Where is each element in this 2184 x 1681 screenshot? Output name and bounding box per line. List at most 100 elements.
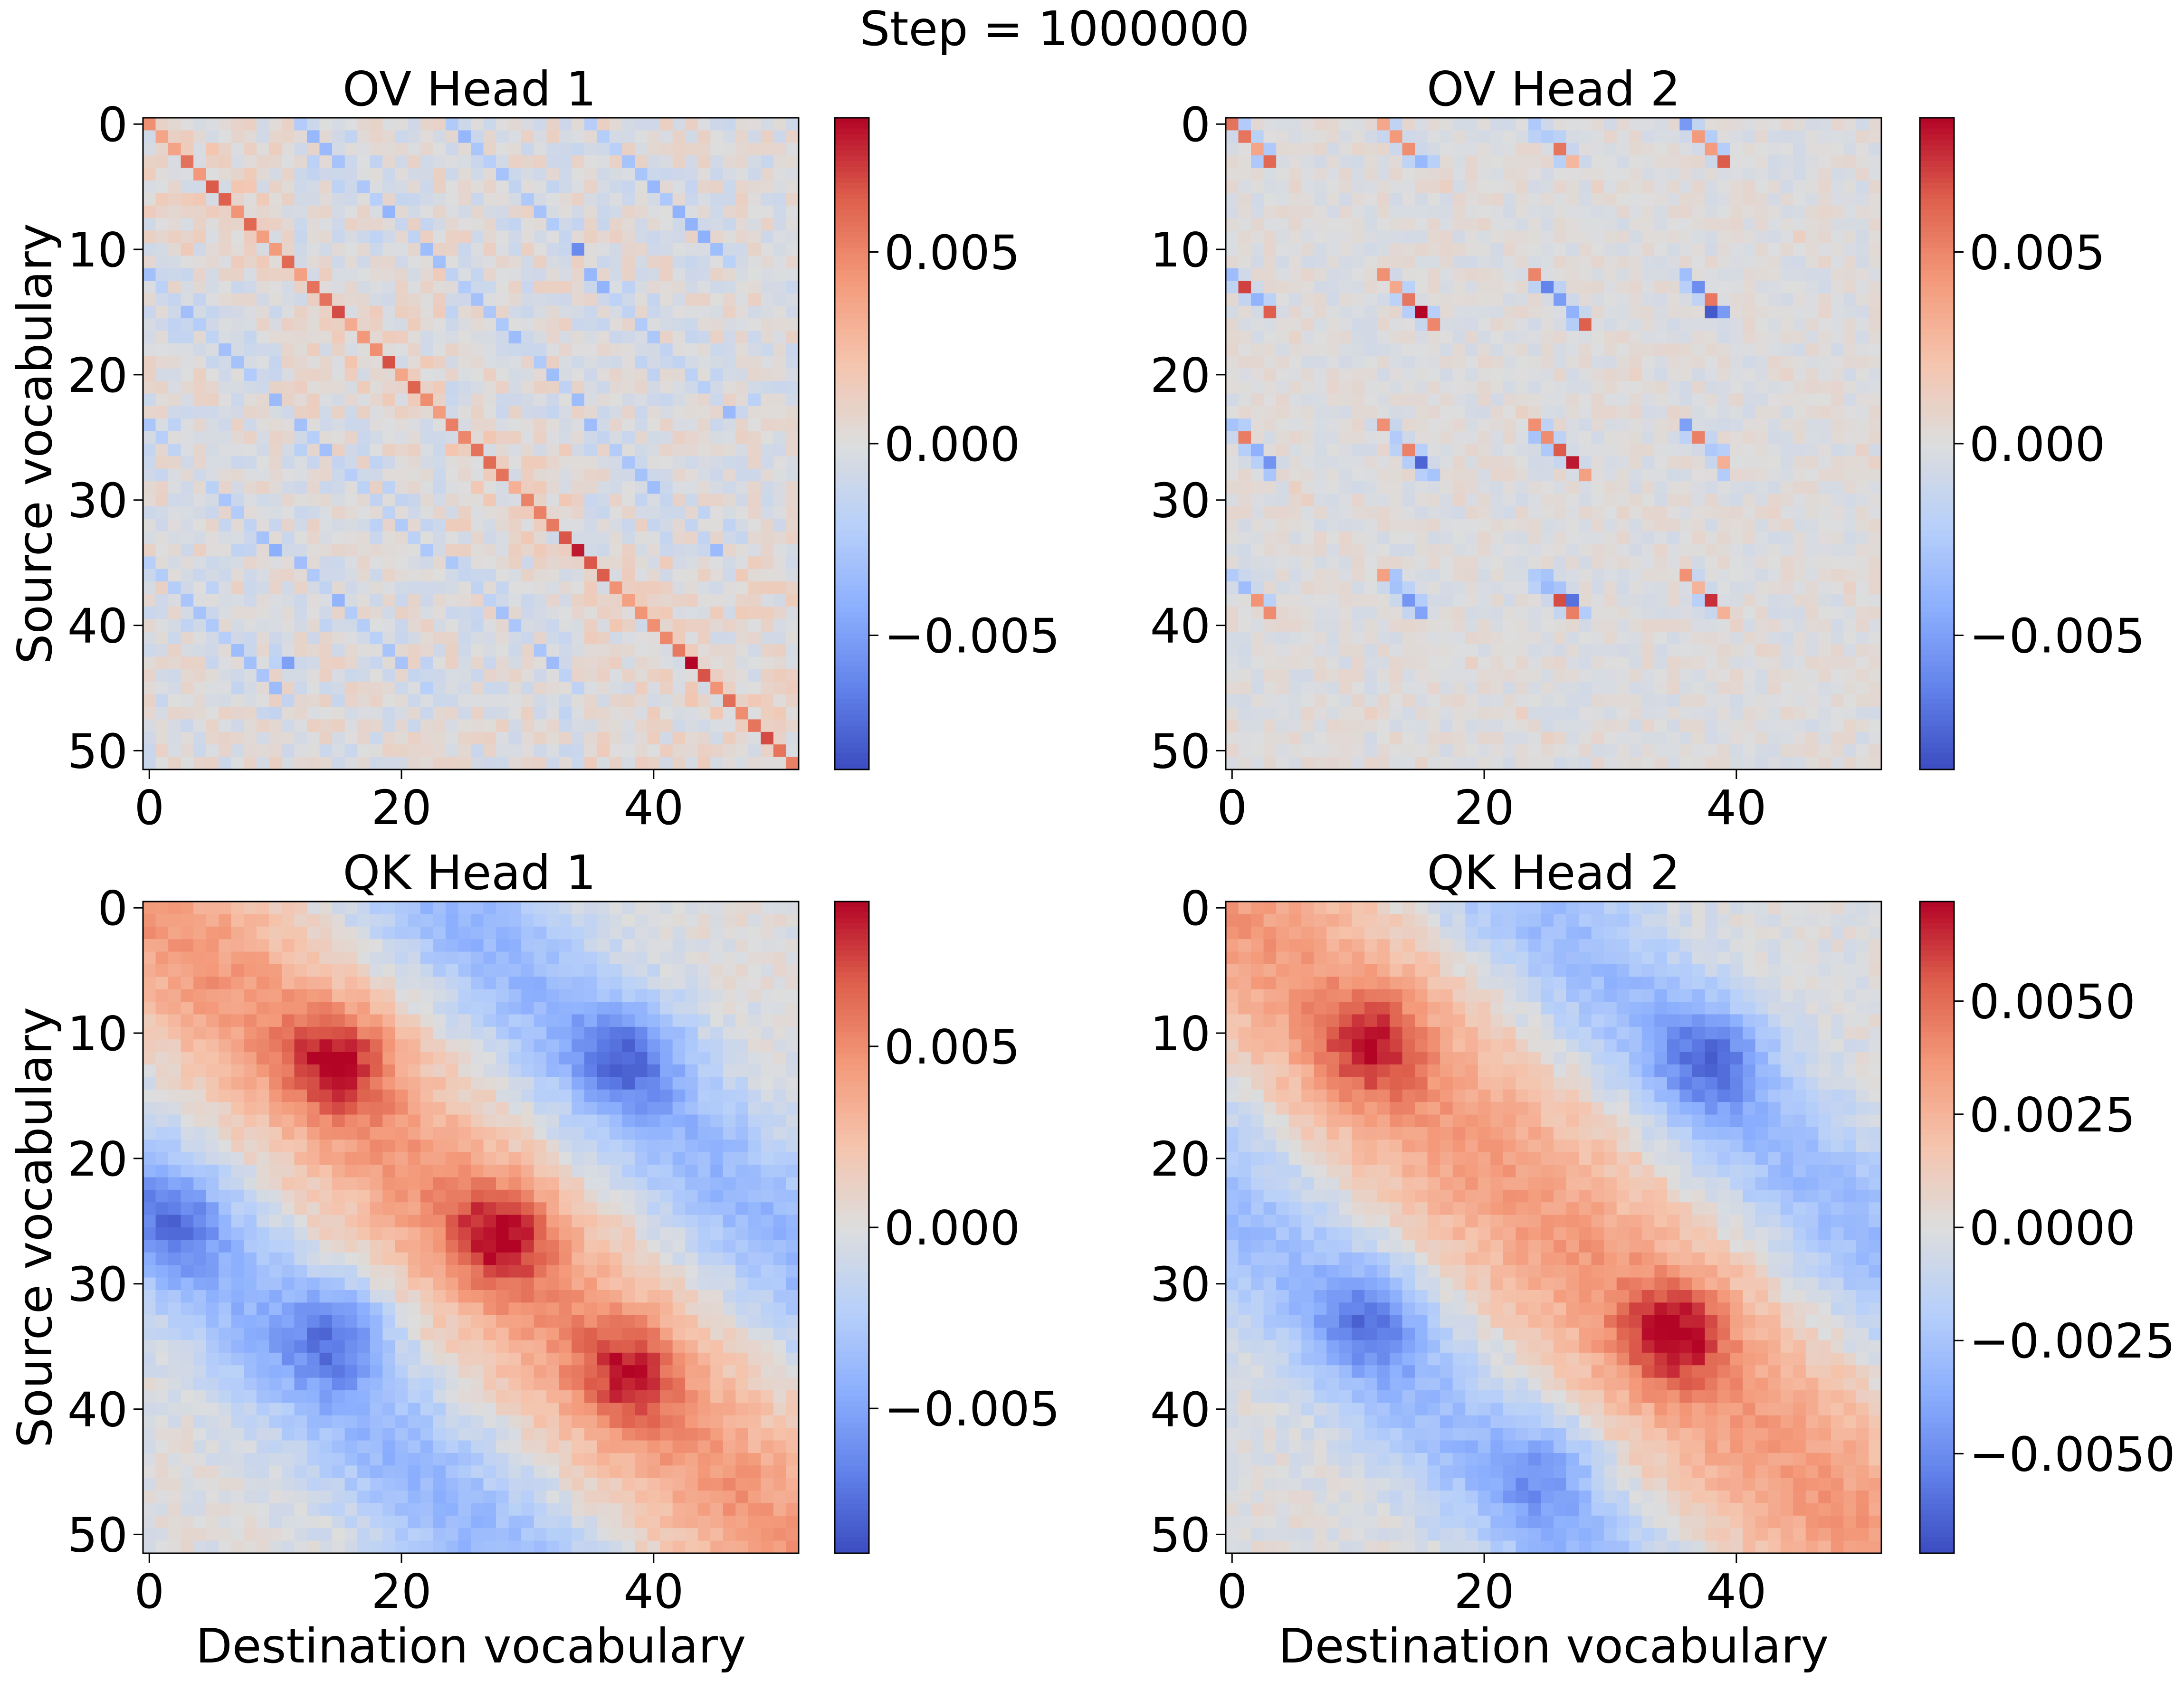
heatmap-cell xyxy=(1263,544,1277,557)
heatmap-cell xyxy=(471,519,484,532)
heatmap-cell xyxy=(609,305,623,319)
heatmap-cell xyxy=(508,218,522,231)
heatmap-cell xyxy=(1503,180,1516,193)
heatmap-cell xyxy=(1251,594,1264,607)
heatmap-cell xyxy=(1591,531,1604,544)
heatmap-cell xyxy=(307,281,320,294)
heatmap-cell xyxy=(572,682,585,695)
heatmap-cell xyxy=(1440,494,1453,507)
heatmap-cell xyxy=(1364,368,1378,381)
heatmap-cell xyxy=(1793,142,1806,156)
heatmap-cell xyxy=(559,318,572,332)
heatmap-cell xyxy=(1869,205,1882,218)
heatmap-cell xyxy=(1591,519,1604,532)
heatmap-cell xyxy=(761,243,774,256)
heatmap-cell xyxy=(1780,381,1793,394)
heatmap-cell xyxy=(332,142,345,156)
heatmap-cell xyxy=(1869,256,1882,269)
heatmap-cell xyxy=(395,594,408,607)
heatmap-cell xyxy=(1654,569,1668,582)
heatmap-cell xyxy=(1326,494,1340,507)
heatmap-cell xyxy=(1793,130,1806,143)
heatmap-cell xyxy=(1768,205,1781,218)
heatmap-cell xyxy=(1326,331,1340,344)
heatmap-cell xyxy=(546,731,560,745)
heatmap-cell xyxy=(357,393,371,407)
heatmap-cell xyxy=(256,393,269,407)
colorbar-segment xyxy=(835,123,869,129)
heatmap-cell xyxy=(1629,381,1642,394)
heatmap-cell xyxy=(1352,230,1365,244)
heatmap-cell xyxy=(1288,406,1302,419)
heatmap-cell xyxy=(281,468,295,482)
heatmap-cell xyxy=(1654,607,1668,619)
heatmap-cell xyxy=(572,381,585,394)
heatmap-cell xyxy=(357,656,371,670)
heatmap-cell xyxy=(1390,130,1403,143)
heatmap-cell xyxy=(357,468,371,482)
heatmap-cell xyxy=(1869,343,1882,356)
colorbar-segment xyxy=(835,156,869,162)
heatmap-cell xyxy=(269,456,282,469)
heatmap-cell xyxy=(155,669,169,682)
heatmap-cell xyxy=(433,731,446,745)
heatmap-cell xyxy=(1843,431,1857,444)
heatmap-cell xyxy=(1869,368,1882,381)
heatmap-cell xyxy=(1768,456,1781,469)
heatmap-cell xyxy=(786,431,799,444)
heatmap-cell xyxy=(1629,118,1642,131)
heatmap-cell xyxy=(1314,230,1327,244)
heatmap-cell xyxy=(181,393,194,407)
heatmap-cell xyxy=(508,669,522,682)
heatmap-cell xyxy=(1616,368,1630,381)
heatmap-cell xyxy=(1679,293,1693,306)
heatmap-cell xyxy=(231,218,244,231)
heatmap-cell xyxy=(1364,281,1378,294)
heatmap-cell xyxy=(294,631,307,645)
heatmap-cell xyxy=(635,468,648,482)
heatmap-cell xyxy=(281,594,295,607)
heatmap-cell xyxy=(408,193,421,206)
heatmap-cell xyxy=(1503,418,1516,432)
heatmap-cell xyxy=(559,368,572,381)
heatmap-cell xyxy=(1679,544,1693,557)
heatmap-cell xyxy=(1288,318,1302,332)
heatmap-cell xyxy=(735,168,749,181)
heatmap-cell xyxy=(382,682,396,695)
heatmap-cell xyxy=(168,468,181,482)
heatmap-cell xyxy=(1301,406,1315,419)
heatmap-cell xyxy=(1415,406,1428,419)
heatmap-cell xyxy=(1566,393,1579,407)
heatmap-cell xyxy=(1465,218,1478,231)
heatmap-cell xyxy=(1755,305,1768,319)
heatmap-cell xyxy=(1566,130,1579,143)
heatmap-cell xyxy=(1768,619,1781,632)
heatmap-cell xyxy=(710,142,724,156)
heatmap-cell xyxy=(685,318,698,332)
heatmap-cell xyxy=(1415,368,1428,381)
heatmap-cell xyxy=(382,494,396,507)
heatmap-cell xyxy=(685,556,698,570)
heatmap-cell xyxy=(382,444,396,456)
heatmap-cell xyxy=(1641,118,1655,131)
heatmap-cell xyxy=(521,406,534,419)
heatmap-cell xyxy=(1503,531,1516,544)
heatmap-cell xyxy=(685,268,698,281)
heatmap-cell xyxy=(1667,494,1680,507)
heatmap-cell xyxy=(1818,531,1831,544)
heatmap-cell xyxy=(256,694,269,707)
heatmap-cell xyxy=(206,544,219,557)
heatmap-cell xyxy=(1251,256,1264,269)
heatmap-cell xyxy=(382,556,396,570)
heatmap-cell xyxy=(1276,343,1289,356)
heatmap-cell xyxy=(496,682,509,695)
heatmap-cell xyxy=(1805,356,1819,369)
heatmap-cell xyxy=(1339,305,1352,319)
heatmap-cell xyxy=(1440,607,1453,619)
heatmap-cell xyxy=(433,318,446,332)
heatmap-cell xyxy=(660,656,673,670)
heatmap-cell xyxy=(584,318,597,332)
heatmap-cell xyxy=(193,343,207,356)
heatmap-cell xyxy=(370,142,383,156)
heatmap-cell xyxy=(1478,594,1491,607)
